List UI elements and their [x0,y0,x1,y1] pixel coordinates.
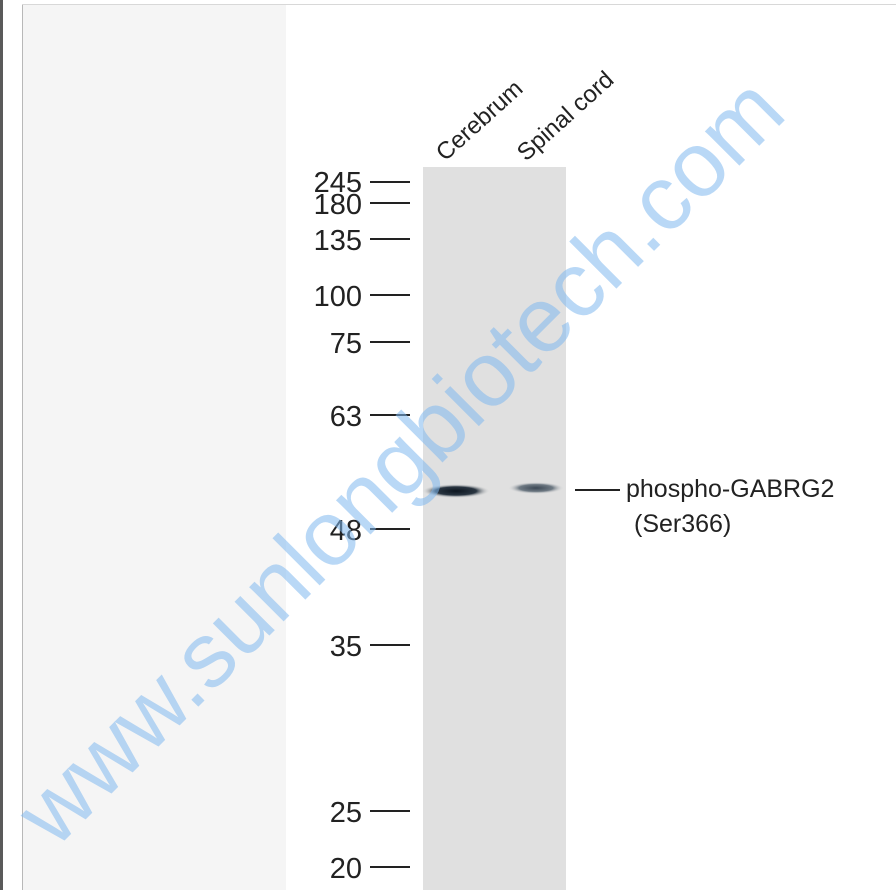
marker-label-100: 100 [314,281,362,313]
band-spinal-cord [508,482,564,494]
lane-label-cerebrum: Cerebrum [431,75,528,166]
inner-border [22,4,23,890]
marker-label-245: 245 [314,167,362,199]
marker-label-75: 75 [330,328,362,360]
marker-label-48: 48 [330,515,362,547]
blot-panel [286,14,896,890]
background-panel [23,5,286,890]
lane-label-spinal-cord: Spinal cord [512,66,619,166]
membrane-strip [423,167,566,890]
watermark-text: www.sunlongbiotech.com [0,58,803,865]
marker-label-35: 35 [330,631,362,663]
marker-label-25: 25 [330,797,362,829]
marker-label-135: 135 [314,225,362,257]
band-cerebrum [422,484,490,498]
marker-label-63: 63 [330,401,362,433]
target-label-name: phospho-GABRG2 [626,475,834,503]
marker-label-180: 180 [314,189,362,221]
top-border [22,4,896,5]
molecular-weight-markers: 245 180 135 100 75 63 48 35 25 20 [314,167,410,885]
target-label-site: (Ser366) [634,510,731,538]
left-border [0,0,3,890]
marker-label-20: 20 [330,853,362,885]
